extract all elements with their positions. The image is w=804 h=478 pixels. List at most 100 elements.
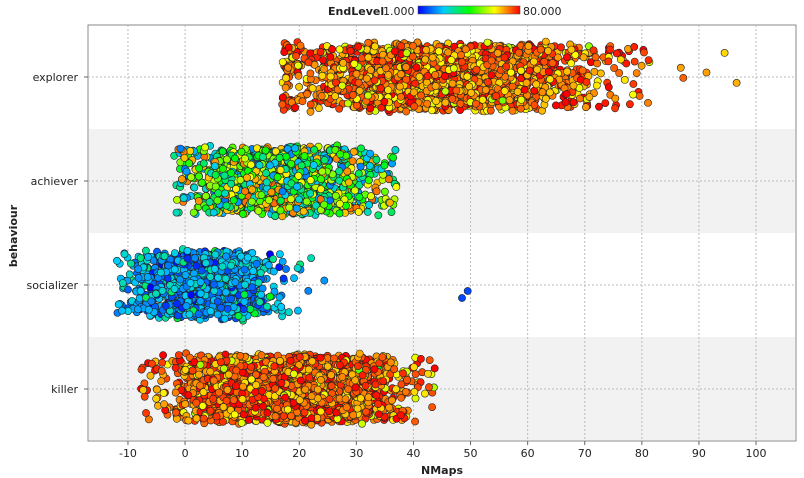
data-point [355,86,364,95]
data-point [331,78,340,87]
data-point [344,178,353,187]
data-point [582,103,590,112]
data-point [732,79,741,87]
data-point [275,153,284,162]
data-point [610,64,618,72]
data-point [194,197,203,205]
data-point [463,72,472,81]
data-point [449,64,458,73]
data-point [218,164,227,173]
data-point [247,197,256,206]
data-point [380,187,389,196]
data-point [595,102,603,111]
data-point [452,86,461,95]
data-point [630,43,639,51]
data-point [185,159,193,168]
data-point [702,68,711,77]
data-point [502,62,511,71]
data-point [387,208,396,216]
data-point [589,46,598,55]
data-point [370,76,379,85]
data-point [308,84,317,93]
data-point [585,93,594,101]
data-point [229,196,238,205]
data-point [472,65,481,74]
data-point [296,41,305,50]
data-point [247,160,255,169]
data-point [635,92,644,100]
data-point [492,91,500,100]
data-point [299,207,308,216]
data-point [364,91,372,100]
data-point [335,45,344,54]
data-point [415,72,424,81]
data-point [513,87,522,96]
data-point [483,78,492,86]
data-point [287,159,296,168]
data-point [365,200,373,209]
data-point [410,102,419,111]
data-point [265,196,273,205]
data-point [409,42,417,50]
data-point [222,201,231,210]
data-point [314,104,323,112]
data-point [644,99,652,107]
data-point [422,46,431,54]
data-point [222,155,231,164]
data-point [210,162,219,170]
data-point [306,69,315,78]
data-point [190,183,199,192]
data-point [221,189,229,198]
data-point [331,191,340,200]
data-point [378,57,387,66]
data-point [392,183,401,191]
data-point [335,167,344,176]
data-point [576,94,584,103]
data-point [563,67,571,76]
data-point [282,152,291,161]
data-point [320,65,328,73]
data-point [486,106,495,115]
data-point [195,164,203,173]
data-point [382,64,390,73]
data-point [578,66,587,75]
data-point [306,176,315,185]
data-point [295,195,303,204]
data-point [385,175,393,184]
data-point [291,144,299,153]
data-point [457,51,465,59]
data-point [546,75,554,84]
data-point [427,106,436,115]
data-point [384,86,393,94]
data-point [366,104,375,113]
data-point [493,49,502,57]
data-point [592,81,601,90]
data-point [395,82,404,91]
data-point [432,97,440,105]
data-point [335,199,344,208]
data-point [261,146,270,155]
data-point [255,161,264,170]
data-point [390,47,399,56]
data-point [515,48,523,57]
data-point [376,84,385,93]
data-point [354,42,363,51]
data-point [275,250,284,258]
data-point [297,161,306,170]
data-point [262,169,270,178]
data-point [310,145,319,154]
data-point [362,74,371,83]
data-point [211,182,220,191]
data-point [218,147,227,156]
data-point [279,274,288,283]
data-point [640,48,648,57]
data-point [421,55,430,64]
data-point [350,186,359,195]
data-point [500,87,509,95]
data-point [552,101,560,110]
data-point [307,254,315,262]
data-point [397,42,406,50]
data-point [276,196,285,205]
data-point [507,68,515,77]
